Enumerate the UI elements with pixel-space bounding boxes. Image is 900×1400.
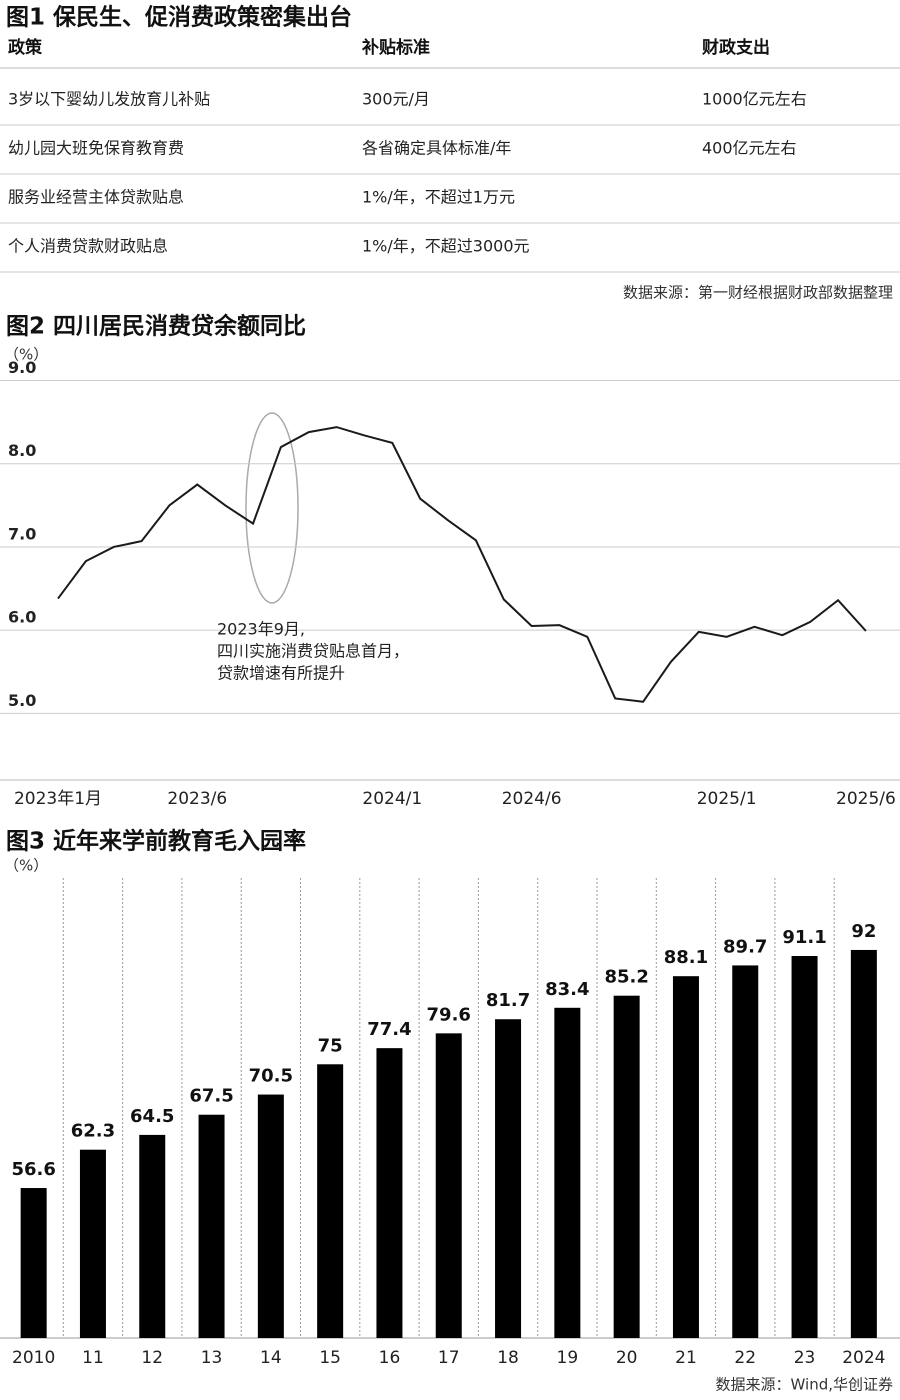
value-label: 81.7: [486, 990, 530, 1011]
bar: [376, 1048, 403, 1338]
y-tick-label: 6.0: [8, 608, 36, 627]
x-tick-label: 11: [82, 1348, 104, 1368]
line-series: [57, 426, 867, 703]
chart-source: 数据来源：Wind,华创证券: [716, 1376, 893, 1394]
bar: [495, 1019, 522, 1338]
x-tick-label: 2025/6: [836, 789, 896, 809]
value-label: 67.5: [189, 1086, 233, 1107]
bar: [435, 1033, 462, 1338]
bar: [20, 1188, 47, 1338]
chart-title: 图2 四川居民消费贷余额同比: [6, 313, 306, 340]
y-axis-label: （%）: [4, 857, 48, 875]
bar: [732, 965, 759, 1338]
bar: [791, 956, 818, 1338]
table-title: 图1 保民生、促消费政策密集出台: [6, 4, 352, 31]
x-tick-label: 14: [260, 1348, 282, 1368]
bar: [257, 1094, 284, 1338]
table-cell: 400亿元左右: [702, 139, 797, 158]
x-tick-label: 2025/1: [697, 789, 757, 809]
x-tick-label: 15: [319, 1348, 341, 1368]
x-tick-label: 2024: [842, 1348, 885, 1368]
x-tick-label: 18: [497, 1348, 519, 1368]
table-cell: 幼儿园大班免保育教育费: [8, 139, 184, 158]
table-cell: 个人消费贷款财政贴息: [8, 237, 168, 256]
bar: [613, 995, 640, 1338]
bar: [79, 1149, 106, 1338]
y-tick-label: 5.0: [8, 691, 36, 710]
bar: [672, 976, 699, 1338]
x-tick-label: 16: [379, 1348, 401, 1368]
table-cell: 1%/年，不超过3000元: [362, 237, 530, 256]
annotation: 2023年9月,: [217, 620, 305, 639]
x-tick-label: 21: [675, 1348, 697, 1368]
table-cell: 300元/月: [362, 90, 430, 109]
x-tick-label: 2024/6: [502, 789, 562, 809]
value-label: 70.5: [249, 1066, 293, 1087]
value-label: 64.5: [130, 1106, 174, 1127]
x-tick-label: 2010: [12, 1348, 55, 1368]
x-tick-label: 17: [438, 1348, 460, 1368]
x-tick-label: 23: [794, 1348, 816, 1368]
value-label: 75: [318, 1035, 343, 1056]
highlight-ellipse: [245, 412, 299, 604]
value-label: 77.4: [367, 1019, 411, 1040]
table-cell: 服务业经营主体贷款贴息: [8, 188, 184, 207]
value-label: 92: [851, 921, 876, 942]
table-header: 财政支出: [701, 37, 770, 58]
y-tick-label: 8.0: [8, 441, 36, 460]
bar: [139, 1134, 166, 1338]
bar: [554, 1007, 581, 1338]
x-tick-label: 22: [734, 1348, 756, 1368]
table-cell: 各省确定具体标准/年: [362, 139, 511, 158]
value-label: 83.4: [545, 979, 589, 1000]
value-label: 79.6: [427, 1004, 471, 1025]
annotation: 贷款增速有所提升: [217, 664, 345, 683]
annotation: 四川实施消费贷贴息首月，: [217, 642, 409, 661]
table-source: 数据来源：第一财经根据财政部数据整理: [623, 284, 893, 302]
table-cell: 1%/年，不超过1万元: [362, 188, 515, 207]
x-tick-label: 20: [616, 1348, 638, 1368]
value-label: 91.1: [782, 927, 826, 948]
table-cell: 1000亿元左右: [702, 90, 807, 109]
y-tick-label: 9.0: [8, 358, 36, 377]
value-label: 85.2: [604, 967, 648, 988]
table-cell: 3岁以下婴幼儿发放育儿补贴: [8, 90, 210, 109]
x-tick-label: 12: [141, 1348, 163, 1368]
x-tick-label: 2023年1月: [14, 789, 102, 809]
y-tick-label: 7.0: [8, 524, 36, 543]
x-tick-label: 2023/6: [167, 789, 227, 809]
bar: [198, 1114, 225, 1338]
bar: [850, 949, 877, 1338]
chart-title: 图3 近年来学前教育毛入园率: [6, 828, 306, 855]
table-header: 补贴标准: [361, 37, 430, 58]
x-tick-label: 13: [201, 1348, 223, 1368]
value-label: 62.3: [71, 1121, 115, 1142]
table-header: 政策: [8, 37, 43, 58]
x-tick-label: 2024/1: [362, 789, 422, 809]
value-label: 56.6: [11, 1159, 55, 1180]
bar: [317, 1064, 344, 1338]
value-label: 89.7: [723, 936, 767, 957]
x-tick-label: 19: [557, 1348, 579, 1368]
value-label: 88.1: [664, 947, 708, 968]
y-axis-label: （%）: [4, 346, 48, 364]
